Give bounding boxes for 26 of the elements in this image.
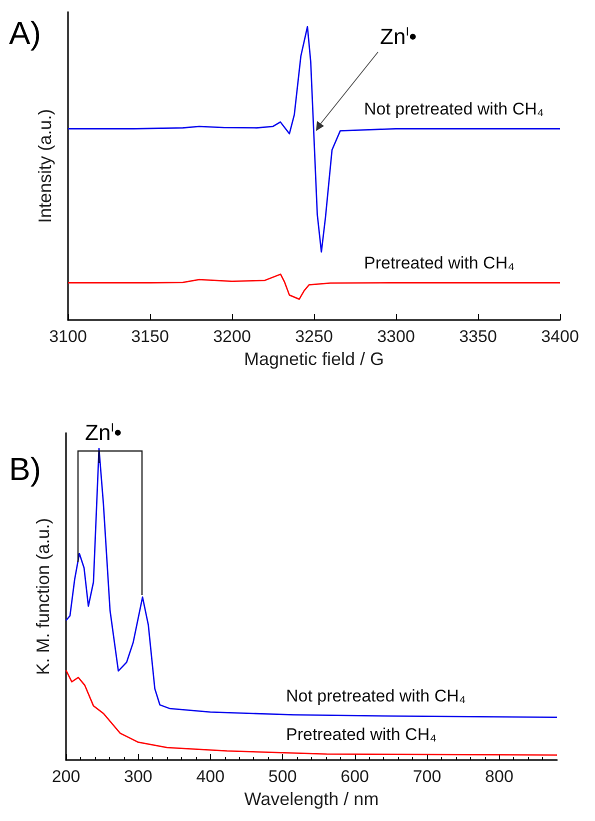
y-axis-title: K. M. function (a.u.) <box>33 518 53 676</box>
x-tick-label: 600 <box>340 767 370 786</box>
annotation: Zn$^{I}$• <box>380 24 417 50</box>
text: Zn$^{I}$• <box>85 420 122 446</box>
x-tick-label: 3150 <box>131 327 169 346</box>
y-axis-title: Intensity (a.u.) <box>35 108 55 224</box>
series-label: Not pretreated with CH₄ <box>286 686 466 706</box>
x-axis-title: Magnetic field / G <box>244 349 384 369</box>
series-label: Not pretreated with CH₄ <box>364 100 544 119</box>
x-tick-label: 300 <box>124 767 152 786</box>
x-tick-label: 3300 <box>377 327 415 346</box>
chart-title: B) <box>9 451 41 487</box>
x-tick-label: 3350 <box>459 327 497 346</box>
x-tick-label: 800 <box>485 767 514 786</box>
x-tick-label: 700 <box>412 767 442 786</box>
x-tick-label: 3200 <box>213 327 251 346</box>
x-tick-label: 3250 <box>295 327 333 346</box>
series-label: Pretreated with CH₄ <box>286 725 437 744</box>
x-tick-label: 3400 <box>541 327 579 346</box>
x-axis-title: Wavelength / nm <box>244 789 379 809</box>
x-tick-label: 200 <box>52 767 80 786</box>
x-tick-label: 3100 <box>49 327 87 346</box>
chart-title: A) <box>9 15 41 51</box>
series-label: Pretreated with CH₄ <box>364 254 515 273</box>
x-tick-label: 400 <box>196 767 225 786</box>
x-tick-label: 500 <box>268 767 297 786</box>
